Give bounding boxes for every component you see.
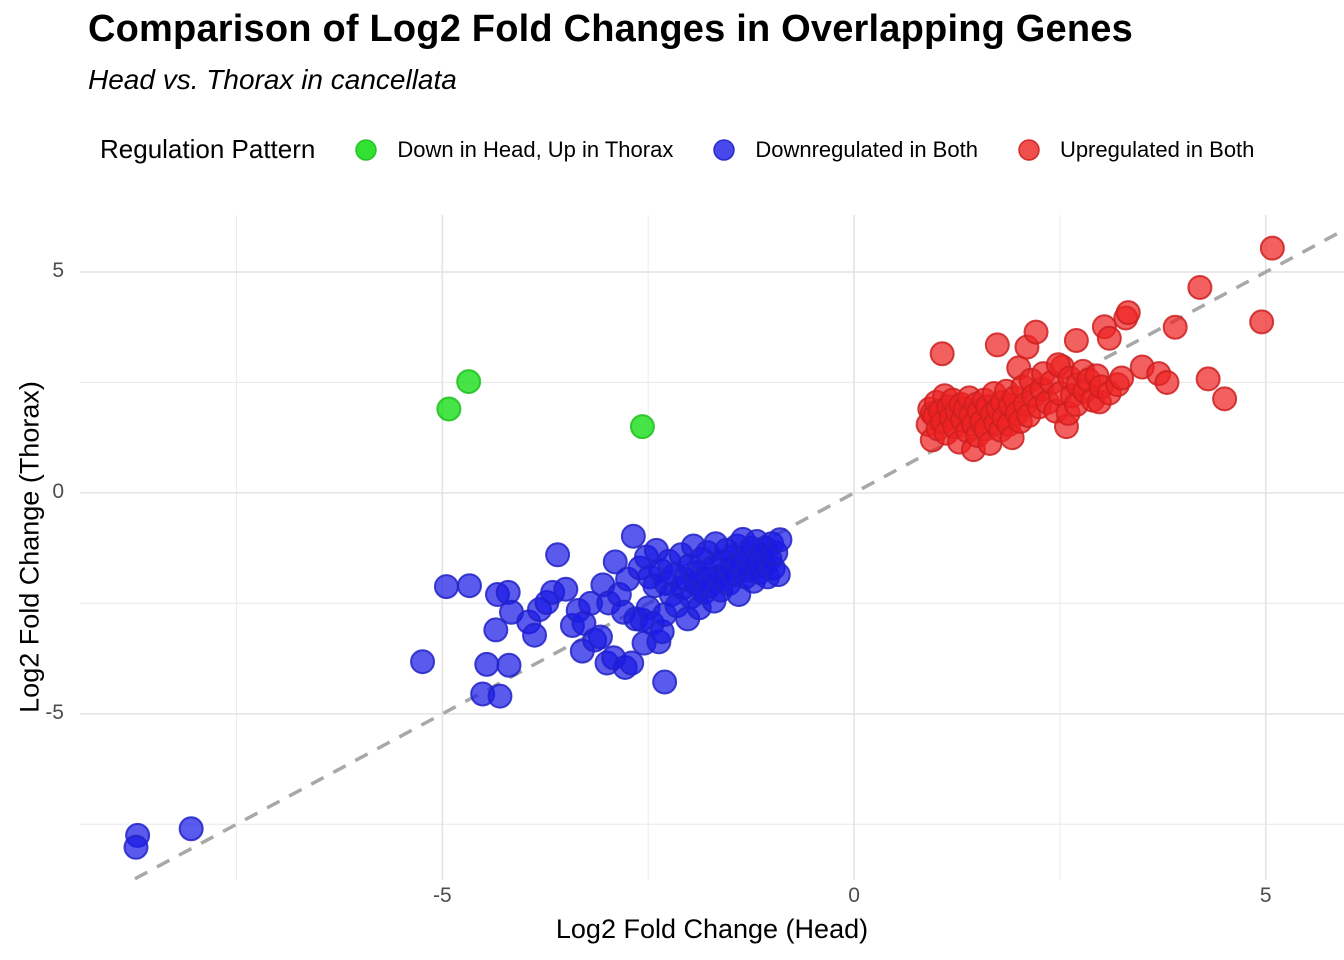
- data-point-series-2: [1259, 235, 1285, 261]
- data-point-series-2: [1154, 369, 1180, 395]
- legend-item-1: Downregulated in Both: [711, 137, 978, 163]
- legend-key-dot: [355, 138, 378, 161]
- x-axis-title: Log2 Fold Change (Head): [555, 914, 869, 944]
- data-point-series-2: [1115, 300, 1141, 326]
- legend-key-dot: [1018, 138, 1040, 161]
- legend-item-label: Upregulated in Both: [1059, 136, 1255, 162]
- data-point-series-0: [456, 369, 482, 395]
- chart-subtitle: Head vs. Thorax in cancellata: [88, 64, 457, 95]
- data-point-series-1: [410, 649, 436, 675]
- data-point-series-1: [545, 542, 571, 568]
- legend-key-dot: [713, 138, 736, 161]
- data-point-series-1: [602, 549, 628, 575]
- data-point-series-2: [1109, 365, 1135, 391]
- legend-dot-icon: [1018, 138, 1040, 161]
- y-axis-tick-label: -5: [45, 700, 64, 724]
- data-point-series-1: [483, 617, 509, 643]
- data-point-series-1: [765, 562, 791, 588]
- x-axis-tick-label: 0: [848, 884, 860, 907]
- data-point-series-2: [1187, 274, 1213, 300]
- data-point-series-0: [629, 414, 655, 440]
- legend-dot-icon: [355, 138, 378, 161]
- legend-item-2: Upregulated in Both: [1016, 137, 1254, 163]
- legend-item-label: Down in Head, Up in Thorax: [397, 136, 674, 162]
- data-point-series-1: [178, 816, 204, 842]
- y-axis-title: Log2 Fold Change (Thorax): [14, 381, 45, 713]
- data-point-series-1: [652, 669, 678, 695]
- data-point-series-2: [1212, 386, 1238, 412]
- x-axis-tick-label: 5: [1259, 884, 1272, 907]
- data-point-series-1: [553, 576, 579, 602]
- y-axis-tick-label: 0: [52, 479, 64, 503]
- legend-item-0: Down in Head, Up in Thorax: [353, 137, 673, 163]
- data-point-series-1: [587, 624, 613, 650]
- legend: Regulation Pattern Down in Head, Up in T…: [100, 134, 1254, 165]
- data-point-series-2: [1249, 309, 1275, 335]
- data-point-series-2: [929, 341, 955, 367]
- data-point-series-2: [1195, 366, 1221, 392]
- y-axis-tick-label: 5: [52, 259, 64, 282]
- data-point-series-1: [474, 651, 500, 677]
- data-point-series-2: [1162, 314, 1188, 340]
- data-point-series-1: [433, 574, 459, 600]
- data-point-series-1: [496, 652, 522, 678]
- data-point-series-1: [456, 573, 482, 599]
- data-point-series-2: [1023, 319, 1049, 345]
- data-point-series-1: [487, 683, 513, 709]
- legend-title: Regulation Pattern: [100, 134, 316, 164]
- data-point-series-2: [1063, 327, 1089, 353]
- x-axis-tick-label: -5: [432, 884, 452, 907]
- data-point-series-2: [1096, 325, 1122, 351]
- data-point-series-2: [984, 332, 1010, 358]
- scatter-plot-panel: [80, 215, 1344, 880]
- data-point-series-1: [619, 650, 645, 676]
- data-point-series-0: [436, 396, 462, 422]
- legend-item-label: Downregulated in Both: [755, 136, 978, 162]
- data-point-series-1: [767, 527, 793, 553]
- legend-dot-icon: [713, 138, 736, 161]
- data-point-series-1: [522, 622, 548, 648]
- data-point-series-1: [123, 834, 149, 860]
- data-point-series-1: [620, 523, 646, 549]
- chart-title: Comparison of Log2 Fold Changes in Overl…: [88, 8, 1133, 50]
